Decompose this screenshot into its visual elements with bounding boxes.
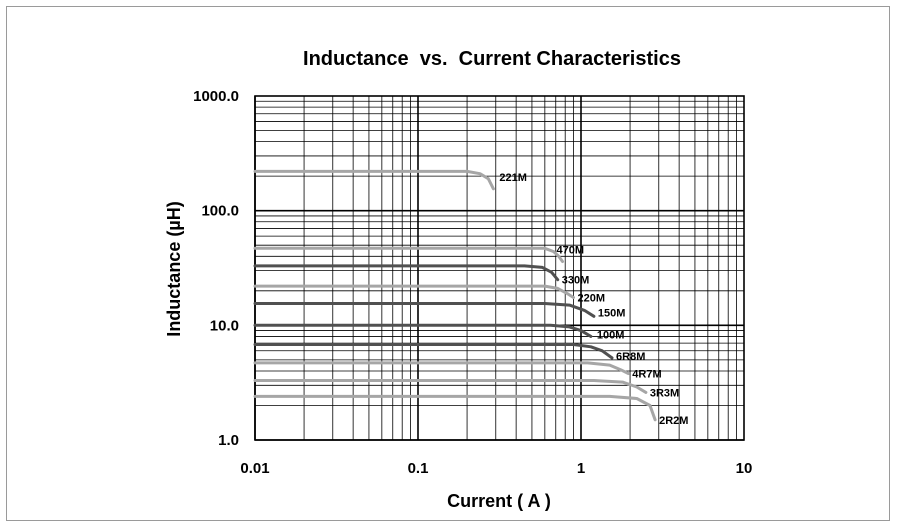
chart-title: Inductance vs. Current Characteristics [303,48,681,70]
x-axis-label: Current ( A ) [447,491,551,511]
series-line-6R8M [253,343,614,360]
series-line-2R2M [253,394,657,422]
series-label-221M: 221M [499,172,527,184]
tick-labels: 0.01 0.1 1 10 1000.0 100.0 10.0 1.0 [193,88,752,477]
series-line-330M [253,264,560,282]
inductance-current-chart: Inductance vs. Current Characteristics 0… [164,48,752,511]
y-axis-label: Inductance (µH) [164,201,184,336]
y-tick-label: 10.0 [210,317,239,334]
grid [254,95,745,441]
series-line-4R7M [253,361,630,375]
series-labels: 221M 470M 330M 220M 150M 100M 6R8M 4R7M 3R3M 2R2M [499,172,688,427]
series-label-2R2M: 2R2M [659,415,688,427]
series-group [253,169,657,422]
x-tick-label: 0.01 [240,460,269,477]
series-line-3R3M [253,379,648,394]
x-tick-label: 10 [736,460,753,477]
series-label-470M: 470M [556,245,584,257]
x-tick-label: 0.1 [408,460,429,477]
series-line-220M [253,284,575,299]
series-line-221M [253,169,495,191]
series-label-4R7M: 4R7M [632,369,661,381]
y-tick-label: 1.0 [218,432,239,449]
series-line-470M [253,246,564,263]
series-label-150M: 150M [598,307,626,319]
plot-border [254,95,745,441]
series-label-330M: 330M [562,275,590,287]
x-tick-label: 1 [577,460,585,477]
series-label-6R8M: 6R8M [616,351,645,363]
series-label-220M: 220M [578,292,606,304]
y-tick-label: 1000.0 [193,88,239,105]
series-label-3R3M: 3R3M [650,387,679,399]
series-line-100M [253,323,593,338]
series-line-150M [253,302,596,318]
series-label-100M: 100M [597,329,625,341]
chart-frame: Inductance vs. Current Characteristics 0… [6,6,890,521]
y-tick-label: 100.0 [201,203,239,220]
